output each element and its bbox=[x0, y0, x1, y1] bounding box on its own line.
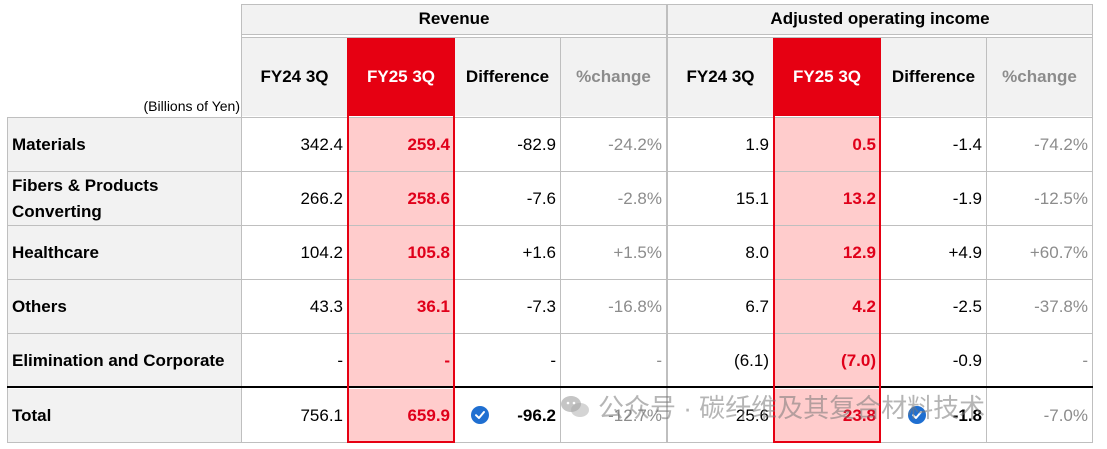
grid-line bbox=[880, 38, 881, 442]
grid-line bbox=[986, 38, 987, 442]
cell-others-oi-pct: -37.8% bbox=[1034, 296, 1088, 316]
col-header-rev-difference: Difference bbox=[455, 38, 560, 116]
cell-total-oi-fy24: 25.6 bbox=[735, 405, 769, 425]
grid-line bbox=[7, 118, 8, 442]
grid-line bbox=[7, 117, 1093, 118]
cell-total-rev-fy24: 756.1 bbox=[300, 405, 343, 425]
row-label-others: Others bbox=[8, 280, 241, 333]
grid-line bbox=[667, 4, 668, 442]
unit-note: (Billions of Yen) bbox=[143, 98, 240, 114]
cell-elimination-rev-pct: - bbox=[656, 350, 662, 370]
cell-others-oi-fy25: 4.2 bbox=[774, 280, 880, 333]
grid-line bbox=[347, 38, 348, 442]
cell-total-oi-diff: -1.8 bbox=[952, 405, 982, 425]
group-header-operating-income: Adjusted operating income bbox=[668, 4, 1092, 34]
col-header-oi-fy25: FY25 3Q bbox=[774, 38, 880, 116]
cell-healthcare-oi-diff: +4.9 bbox=[948, 242, 982, 262]
cell-elimination-rev-fy24: - bbox=[337, 350, 343, 370]
row-label-elimination: Elimination and Corporate bbox=[8, 334, 241, 387]
grid-line bbox=[241, 4, 1093, 5]
grid-line bbox=[7, 333, 1093, 334]
cell-fibers-rev-fy24: 266.2 bbox=[300, 188, 343, 208]
cell-fibers-oi-fy24: 15.1 bbox=[735, 188, 769, 208]
grid-line bbox=[7, 171, 1093, 172]
grid-line bbox=[1092, 4, 1093, 442]
cell-total-rev-diff: -96.2 bbox=[517, 405, 556, 425]
check-icon bbox=[471, 406, 489, 424]
cell-fibers-oi-fy25: 13.2 bbox=[774, 172, 880, 225]
grid-line bbox=[666, 4, 667, 442]
grid-line bbox=[7, 225, 1093, 226]
grid-line bbox=[241, 37, 1093, 38]
cell-healthcare-rev-fy25: 105.8 bbox=[348, 226, 454, 279]
col-header-rev-pct: %change bbox=[561, 38, 666, 116]
grid-line bbox=[560, 38, 561, 442]
grid-line bbox=[241, 4, 242, 442]
row-label-total: Total bbox=[8, 389, 241, 442]
grid-line bbox=[7, 442, 1093, 443]
cell-fibers-rev-fy25: 258.6 bbox=[348, 172, 454, 225]
col-header-rev-fy25: FY25 3Q bbox=[348, 38, 454, 116]
cell-elimination-oi-pct: - bbox=[1082, 350, 1088, 370]
cell-elimination-rev-diff: - bbox=[550, 350, 556, 370]
cell-fibers-rev-pct: -2.8% bbox=[617, 188, 662, 208]
cell-materials-rev-pct: -24.2% bbox=[608, 134, 662, 154]
cell-healthcare-oi-pct: +60.7% bbox=[1029, 242, 1088, 262]
cell-others-rev-diff: -7.3 bbox=[526, 296, 556, 316]
cell-elimination-oi-fy25: (7.0) bbox=[774, 334, 880, 387]
cell-others-oi-diff: -2.5 bbox=[952, 296, 982, 316]
cell-healthcare-rev-pct: +1.5% bbox=[613, 242, 662, 262]
cell-materials-oi-diff: -1.4 bbox=[952, 134, 982, 154]
cell-total-rev-pct: -12.7% bbox=[608, 405, 662, 425]
cell-fibers-oi-pct: -12.5% bbox=[1034, 188, 1088, 208]
cell-elimination-oi-diff: -0.9 bbox=[952, 350, 982, 370]
grid-line bbox=[773, 38, 774, 442]
cell-materials-oi-pct: -74.2% bbox=[1034, 134, 1088, 154]
col-header-rev-fy24: FY24 3Q bbox=[242, 38, 347, 116]
cell-healthcare-rev-diff: +1.6 bbox=[522, 242, 556, 262]
cell-materials-rev-fy24: 342.4 bbox=[300, 134, 343, 154]
cell-materials-oi-fy24: 1.9 bbox=[745, 134, 769, 154]
col-header-oi-fy24: FY24 3Q bbox=[668, 38, 773, 116]
cell-others-rev-fy24: 43.3 bbox=[309, 296, 343, 316]
cell-others-rev-pct: -16.8% bbox=[608, 296, 662, 316]
row-label-fibers: Fibers & Products Converting bbox=[8, 172, 241, 225]
grid-line bbox=[7, 279, 1093, 280]
cell-fibers-rev-diff: -7.6 bbox=[526, 188, 556, 208]
cell-materials-rev-diff: -82.9 bbox=[517, 134, 556, 154]
cell-healthcare-oi-fy24: 8.0 bbox=[745, 242, 769, 262]
row-label-healthcare: Healthcare bbox=[8, 226, 241, 279]
cell-materials-oi-fy25: 0.5 bbox=[774, 118, 880, 171]
cell-fibers-oi-diff: -1.9 bbox=[952, 188, 982, 208]
row-label-materials: Materials bbox=[8, 118, 241, 171]
cell-others-oi-fy24: 6.7 bbox=[745, 296, 769, 316]
total-separator-line bbox=[7, 386, 1093, 388]
cell-healthcare-oi-fy25: 12.9 bbox=[774, 226, 880, 279]
cell-materials-rev-fy25: 259.4 bbox=[348, 118, 454, 171]
grid-line bbox=[241, 34, 1093, 35]
cell-total-oi-fy25: 23.8 bbox=[774, 389, 880, 442]
grid-line bbox=[454, 38, 455, 442]
cell-elimination-rev-fy25: - bbox=[348, 334, 454, 387]
cell-elimination-oi-fy24: (6.1) bbox=[734, 350, 769, 370]
check-icon bbox=[908, 406, 926, 424]
cell-total-rev-fy25: 659.9 bbox=[348, 389, 454, 442]
cell-total-oi-pct: -7.0% bbox=[1043, 405, 1088, 425]
col-header-oi-difference: Difference bbox=[881, 38, 986, 116]
group-header-revenue: Revenue bbox=[242, 4, 666, 34]
col-header-oi-pct: %change bbox=[987, 38, 1092, 116]
cell-others-rev-fy25: 36.1 bbox=[348, 280, 454, 333]
cell-healthcare-rev-fy24: 104.2 bbox=[300, 242, 343, 262]
